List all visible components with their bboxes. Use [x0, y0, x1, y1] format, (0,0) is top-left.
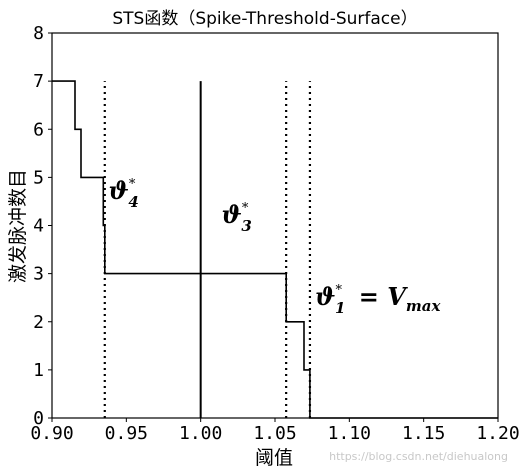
x-tick-label-0: 0.90 [30, 423, 73, 444]
y-tick-label-3: 3 [33, 264, 44, 285]
y-tick-label-4: 4 [33, 216, 44, 237]
y-tick-label-7: 7 [33, 71, 44, 92]
y-tick-label-2: 2 [33, 312, 44, 333]
annotation-theta4: ϑ* 4 [108, 176, 138, 211]
annotation-theta3: ϑ* 3 [221, 200, 251, 235]
watermark: https://blog.csdn.net/diehualong [329, 450, 508, 463]
x-tick-label-5: 1.15 [402, 423, 445, 444]
x-tick-label-1: 0.95 [105, 423, 148, 444]
x-tick-label-4: 1.10 [328, 423, 371, 444]
step-series-0 [52, 80, 498, 419]
y-tick-label-6: 6 [33, 119, 44, 140]
y-tick-label-5: 5 [33, 167, 44, 188]
x-tick-label-6: 1.20 [476, 423, 519, 444]
x-tick-label-2: 1.00 [179, 423, 222, 444]
plot-area: 0.90 0.95 1.00 1.05 1.10 1.15 1.20 0 1 2 3 4 5 6 7 8 ϑ* 4… [30, 23, 519, 444]
x-tick-label-3: 1.05 [253, 423, 296, 444]
plot-frame [51, 32, 499, 419]
x-axis-label: 阈值 [255, 447, 293, 469]
y-tick-label-1: 1 [33, 360, 44, 381]
y-tick-label-0: 0 [33, 408, 44, 429]
chart-title: STS函数（Spike-Threshold-Surface） [112, 9, 417, 29]
y-axis-label: 激发脉冲数目 [7, 169, 29, 283]
annotation-theta1: ϑ* 1 = Vmax [315, 282, 441, 317]
y-tick-label-8: 8 [33, 23, 44, 44]
